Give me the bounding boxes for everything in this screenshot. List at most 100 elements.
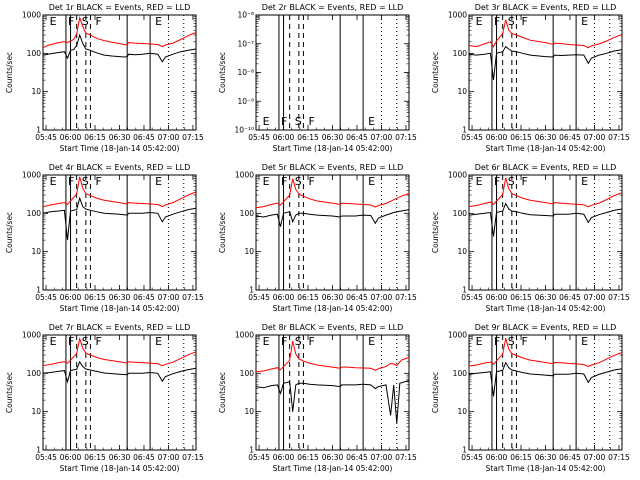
series-lld-line [42,336,197,367]
series-events-line [42,360,197,384]
x-tick-label: 07:15 [182,133,204,142]
y-axis-label: Counts/sec [431,52,440,93]
interval-marker: F [281,175,287,188]
detector-panel-3: Det 3r BLACK = Events, RED = LLD 1 10 100 10… [431,3,630,153]
panel-title: Det 3r BLACK = Events, RED = LLD [475,3,617,12]
x-axis-label: Start Time (18-Jan-14 05:42:00) [60,464,180,473]
series-events-line [255,209,410,227]
y-tick-label: 1000 [448,11,467,20]
x-tick-label: 06:45 [559,453,581,462]
x-tick-label: 06:15 [510,293,532,302]
x-tick-label: 06:45 [133,453,155,462]
interval-marker: E [368,175,375,188]
x-axis-label: Start Time (18-Jan-14 05:42:00) [486,464,606,473]
y-tick-label: 1 [36,286,41,295]
y-tick-label: 10 [31,87,41,96]
series-events-line [42,196,197,241]
interval-marker: E [581,175,588,188]
detector-panel-9: Det 9r BLACK = Events, RED = LLD 1 10 100 10… [431,323,630,473]
x-tick-label: 06:00 [60,133,82,142]
interval-marker: F [521,15,527,28]
panel-title: Det 7r BLACK = Events, RED = LLD [49,323,191,332]
interval-marker: E [155,175,162,188]
y-axis-label: Counts/sec [5,372,14,413]
x-tick-label: 06:15 [510,133,532,142]
x-tick-label: 07:15 [182,453,204,462]
x-tick-label: 05:45 [248,293,270,302]
y-tick-label: 10 [457,407,467,416]
series-events-line [468,361,623,397]
y-tick-label: 1000 [22,331,41,340]
interval-marker: E [263,115,270,128]
interval-marker: E [368,115,375,128]
detector-panel-1: Det 1r BLACK = Events, RED = LLD 1 10 100 10… [5,3,204,153]
y-tick-label: 1000 [22,171,41,180]
x-tick-label: 07:00 [371,453,393,462]
y-tick-label: 100 [27,369,42,378]
y-tick-label: 100 [240,369,255,378]
x-tick-label: 06:15 [297,293,319,302]
y-tick-label: 1 [462,286,467,295]
x-tick-label: 06:30 [322,133,344,142]
detector-panel-5: Det 5r BLACK = Events, RED = LLD 1 10 100 10… [218,163,417,313]
y-tick-label: 100 [453,369,468,378]
panel-title: Det 1r BLACK = Events, RED = LLD [49,3,191,12]
x-tick-label: 05:45 [35,293,57,302]
x-tick-label: 06:45 [133,293,155,302]
interval-marker: F [308,335,314,348]
interval-marker: F [281,115,287,128]
x-tick-label: 06:00 [486,453,508,462]
y-tick-label: 10 [244,407,254,416]
interval-marker: S [508,15,515,28]
x-tick-label: 06:00 [486,133,508,142]
interval-marker: E [476,335,483,348]
interval-marker: F [521,335,527,348]
interval-marker: S [82,335,89,348]
interval-marker: F [494,175,500,188]
panel-title: Det 5r BLACK = Events, RED = LLD [262,163,404,172]
y-tick-label: 1000 [448,171,467,180]
interval-marker: S [508,335,515,348]
interval-marker: F [68,175,74,188]
interval-marker: E [50,15,57,28]
series-events-line [468,45,623,81]
interval-marker: F [494,335,500,348]
detector-panel-7: Det 7r BLACK = Events, RED = LLD 1 10 100 10… [5,323,204,473]
x-tick-label: 06:00 [60,293,82,302]
panel-title: Det 6r BLACK = Events, RED = LLD [475,163,617,172]
interval-marker: E [50,175,57,188]
detector-panel-2: Det 2r BLACK = Events, RED = LLD 10⁻¹⁰ 10⁻… [218,3,417,153]
x-axis-label: Start Time (18-Jan-14 05:42:00) [273,304,393,313]
y-tick-label: 1000 [235,171,254,180]
x-tick-label: 05:45 [248,453,270,462]
x-tick-label: 07:15 [608,453,630,462]
x-tick-label: 06:15 [84,453,106,462]
x-tick-label: 06:15 [510,453,532,462]
panel-title: Det 4r BLACK = Events, RED = LLD [49,163,191,172]
x-tick-label: 06:30 [109,293,131,302]
x-tick-label: 05:45 [461,293,483,302]
series-lld-line [468,19,623,49]
x-tick-label: 07:00 [584,133,606,142]
y-tick-label: 1000 [22,11,41,20]
interval-marker: F [68,15,74,28]
y-tick-label: 1000 [448,331,467,340]
series-lld-line [42,176,197,208]
y-tick-label: 100 [27,49,42,58]
x-tick-label: 07:00 [584,293,606,302]
series-events-line [255,380,410,424]
x-tick-label: 06:00 [60,453,82,462]
y-tick-label: 10 [457,247,467,256]
y-axis-label: Counts/sec [218,52,227,93]
y-tick-label: 1 [249,446,254,455]
x-tick-label: 06:15 [84,293,106,302]
y-tick-label: 10 [31,247,41,256]
y-axis-label: Counts/sec [5,52,14,93]
y-tick-label: 100 [240,209,255,218]
x-axis-label: Start Time (18-Jan-14 05:42:00) [273,464,393,473]
interval-marker: S [295,115,302,128]
series-lld-line [468,177,623,208]
interval-marker: S [295,175,302,188]
x-tick-label: 06:00 [486,293,508,302]
